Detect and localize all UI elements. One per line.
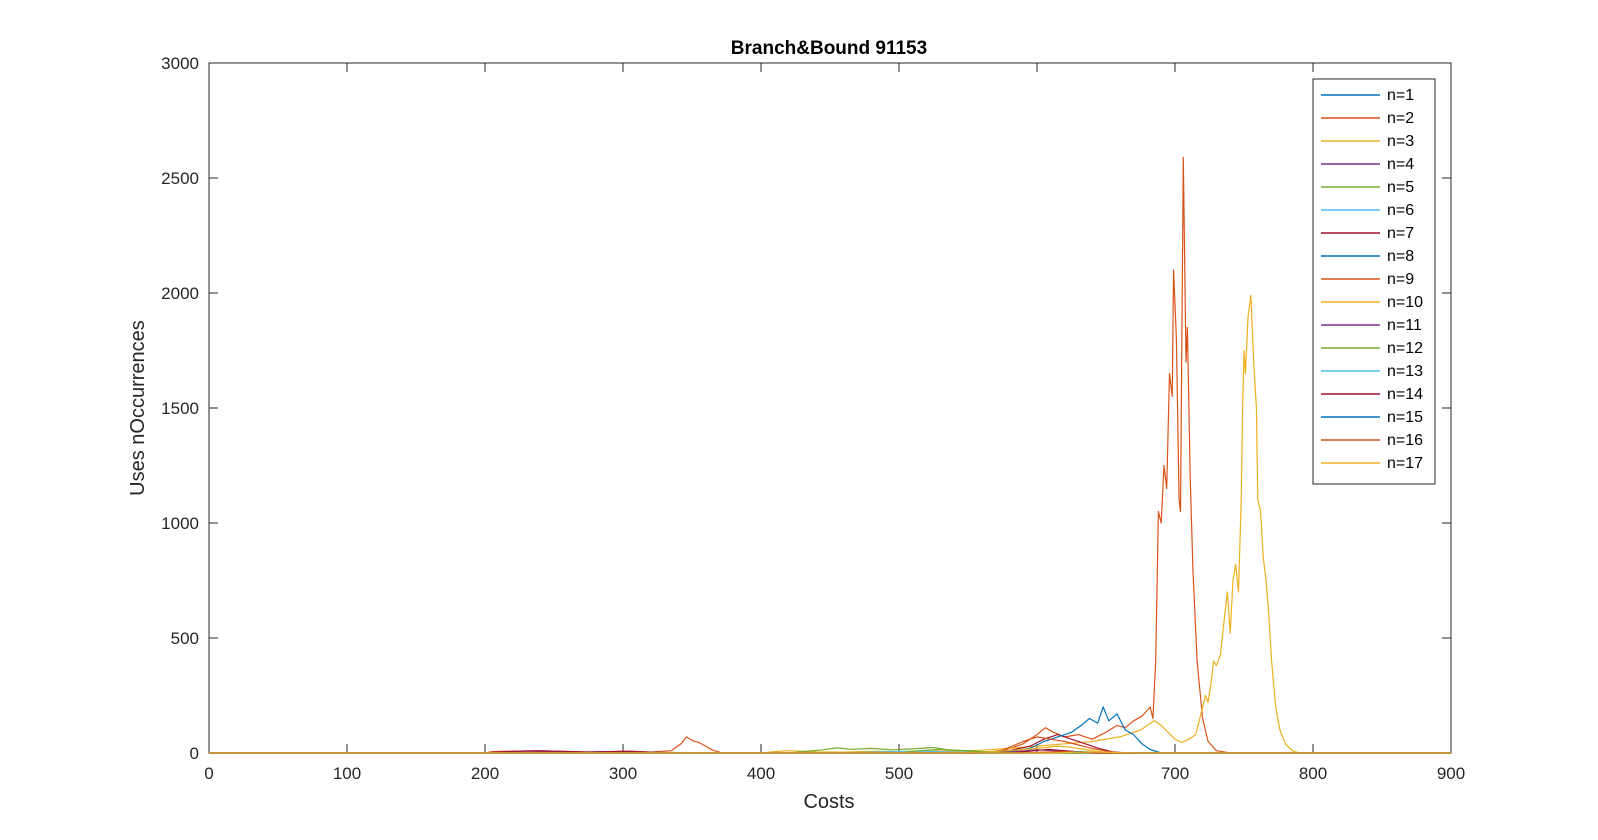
legend-entry: n=5 (1387, 179, 1414, 196)
x-tick-label: 700 (1161, 764, 1189, 783)
series-lines (209, 156, 1451, 754)
x-tick-label: 500 (885, 764, 913, 783)
x-tick-label: 300 (609, 764, 637, 783)
legend-entry: n=16 (1387, 432, 1423, 449)
x-axis-label: Costs (803, 791, 854, 813)
x-tick-label: 400 (747, 764, 775, 783)
x-tick-label: 100 (333, 764, 361, 783)
series-line-2 (209, 156, 1451, 754)
y-tick-label: 2000 (161, 284, 199, 303)
legend-entry: n=15 (1387, 409, 1423, 426)
legend-entry: n=13 (1387, 363, 1423, 380)
legend-entry: n=14 (1387, 386, 1423, 403)
x-tick-label: 200 (471, 764, 499, 783)
legend-entry: n=2 (1387, 110, 1414, 127)
legend-entry: n=1 (1387, 87, 1414, 104)
legend-entry: n=4 (1387, 156, 1414, 173)
plot-frame (208, 62, 1452, 754)
legend-entry: n=10 (1387, 294, 1423, 311)
x-tick-label: 800 (1299, 764, 1327, 783)
chart-title: Branch&Bound 91153 (731, 38, 927, 59)
y-tick-label: 1000 (161, 514, 199, 533)
y-tick-label: 3000 (161, 54, 199, 73)
y-tick-label: 2500 (161, 169, 199, 188)
legend-entry: n=9 (1387, 271, 1414, 288)
legend-entry: n=17 (1387, 455, 1423, 472)
legend-entry: n=8 (1387, 248, 1414, 265)
series-line-17 (209, 751, 1451, 754)
y-axis-label: Uses nOccurrences (127, 320, 149, 496)
y-tick-label: 1500 (161, 399, 199, 418)
x-tick-label: 900 (1437, 764, 1465, 783)
x-tick-label: 600 (1023, 764, 1051, 783)
legend-entry: n=3 (1387, 133, 1414, 150)
legend-entry: n=11 (1387, 317, 1422, 334)
x-tick-label: 0 (204, 764, 213, 783)
y-tick-label: 0 (190, 744, 199, 763)
legend-entry: n=6 (1387, 202, 1414, 219)
legend-entry: n=12 (1387, 340, 1423, 357)
legend: n=1 n=2 n=3 n=4 n=5 n=6 n=7 n=8 n=9 n=10 n=11 n=12 n… (1312, 78, 1436, 485)
axis-ticks: 0 100 200 300 400 500 600 700 800 900 0 500 1000 1500… (161, 54, 1465, 783)
y-tick-label: 500 (171, 629, 199, 648)
legend-entry: n=7 (1387, 225, 1414, 242)
